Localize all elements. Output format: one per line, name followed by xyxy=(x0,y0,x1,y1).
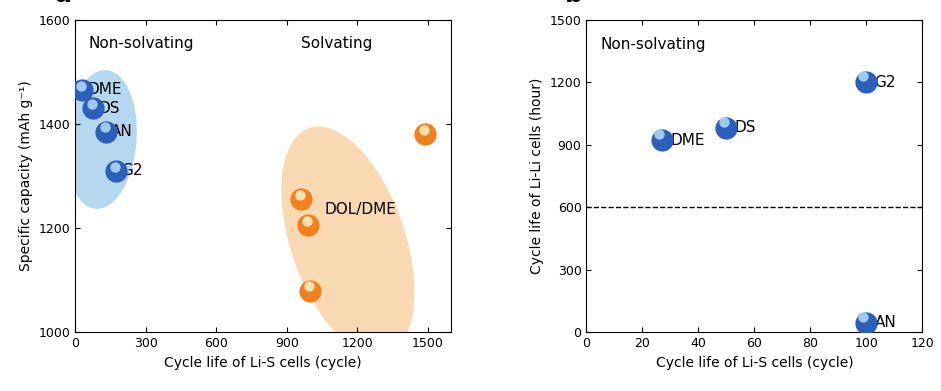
Point xyxy=(417,127,432,133)
Text: DME: DME xyxy=(670,133,705,148)
Text: a: a xyxy=(55,0,72,7)
Point xyxy=(108,163,123,170)
Point xyxy=(302,283,317,290)
Y-axis label: Cycle life of Li-Li cells (hour): Cycle life of Li-Li cells (hour) xyxy=(530,78,544,274)
Text: G2: G2 xyxy=(121,163,143,178)
Point xyxy=(97,124,112,131)
Text: Solvating: Solvating xyxy=(301,36,373,50)
Point xyxy=(98,129,113,135)
Point xyxy=(859,79,874,85)
Text: Non-solvating: Non-solvating xyxy=(600,37,706,52)
Point xyxy=(418,131,433,137)
Point xyxy=(74,87,89,93)
Point xyxy=(859,320,874,326)
Ellipse shape xyxy=(65,70,136,209)
Text: Non-solvating: Non-solvating xyxy=(88,36,194,50)
Point xyxy=(716,118,731,125)
Point xyxy=(652,131,667,137)
Point xyxy=(86,105,101,111)
Point xyxy=(856,73,871,79)
Point xyxy=(73,83,88,89)
Text: DME: DME xyxy=(88,83,122,97)
Point xyxy=(303,287,318,294)
Text: DOL/DME: DOL/DME xyxy=(325,202,396,217)
Point xyxy=(655,137,670,143)
Y-axis label: Specific capacity (mAh g⁻¹): Specific capacity (mAh g⁻¹) xyxy=(19,81,33,271)
Point xyxy=(293,192,308,198)
Point xyxy=(299,218,314,224)
Point xyxy=(109,168,124,174)
Point xyxy=(856,314,871,320)
X-axis label: Cycle life of Li-S cells (cycle): Cycle life of Li-S cells (cycle) xyxy=(165,356,362,370)
Ellipse shape xyxy=(281,127,414,356)
Point xyxy=(294,196,309,203)
Text: G2: G2 xyxy=(874,75,896,90)
Text: DS: DS xyxy=(735,120,757,136)
Point xyxy=(719,125,734,131)
Text: AN: AN xyxy=(111,124,133,139)
Point xyxy=(85,101,100,107)
Point xyxy=(300,222,315,229)
Text: b: b xyxy=(566,0,583,7)
Text: DS: DS xyxy=(98,100,120,116)
X-axis label: Cycle life of Li-S cells (cycle): Cycle life of Li-S cells (cycle) xyxy=(656,356,853,370)
Text: AN: AN xyxy=(874,316,897,330)
